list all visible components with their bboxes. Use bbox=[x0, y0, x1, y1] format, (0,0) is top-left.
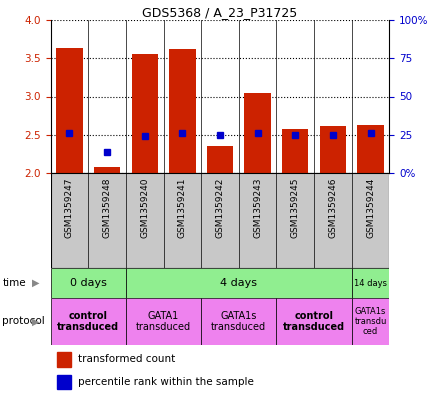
Text: ▶: ▶ bbox=[32, 278, 39, 288]
Text: GSM1359241: GSM1359241 bbox=[178, 178, 187, 238]
Bar bbox=[126, 268, 352, 298]
Text: 4 days: 4 days bbox=[220, 278, 257, 288]
Text: 0 days: 0 days bbox=[70, 278, 106, 288]
Text: protocol: protocol bbox=[2, 316, 45, 327]
Text: ▶: ▶ bbox=[32, 316, 39, 327]
Text: 14 days: 14 days bbox=[354, 279, 387, 288]
Bar bbox=[207, 146, 233, 173]
Bar bbox=[282, 129, 308, 173]
Text: GSM1359246: GSM1359246 bbox=[328, 178, 337, 238]
Bar bbox=[57, 352, 71, 367]
Title: GDS5368 / A_23_P31725: GDS5368 / A_23_P31725 bbox=[143, 6, 297, 19]
Bar bbox=[245, 93, 271, 173]
Text: time: time bbox=[2, 278, 26, 288]
Bar bbox=[352, 268, 389, 298]
Bar bbox=[201, 298, 276, 345]
Bar bbox=[169, 49, 195, 173]
Text: control
transduced: control transduced bbox=[283, 311, 345, 332]
Bar bbox=[132, 54, 158, 173]
Text: GSM1359248: GSM1359248 bbox=[103, 178, 112, 238]
Bar bbox=[57, 375, 71, 389]
Text: GSM1359242: GSM1359242 bbox=[216, 178, 224, 238]
Bar bbox=[94, 167, 120, 173]
Bar bbox=[357, 125, 384, 173]
Text: GATA1s
transduced: GATA1s transduced bbox=[211, 311, 266, 332]
Text: GSM1359244: GSM1359244 bbox=[366, 178, 375, 238]
Bar bbox=[276, 298, 352, 345]
Text: GATA1
transduced: GATA1 transduced bbox=[136, 311, 191, 332]
Text: GSM1359240: GSM1359240 bbox=[140, 178, 149, 238]
Text: transformed count: transformed count bbox=[78, 354, 175, 364]
Bar bbox=[51, 298, 126, 345]
Bar bbox=[352, 298, 389, 345]
Text: GSM1359247: GSM1359247 bbox=[65, 178, 74, 238]
Bar bbox=[51, 268, 126, 298]
Bar bbox=[320, 126, 346, 173]
Bar bbox=[126, 298, 201, 345]
Text: GSM1359243: GSM1359243 bbox=[253, 178, 262, 238]
Text: control
transduced: control transduced bbox=[57, 311, 119, 332]
Text: percentile rank within the sample: percentile rank within the sample bbox=[78, 377, 253, 387]
Bar bbox=[56, 48, 83, 173]
Text: GATA1s
transdu
ced: GATA1s transdu ced bbox=[354, 307, 387, 336]
Text: GSM1359245: GSM1359245 bbox=[291, 178, 300, 238]
